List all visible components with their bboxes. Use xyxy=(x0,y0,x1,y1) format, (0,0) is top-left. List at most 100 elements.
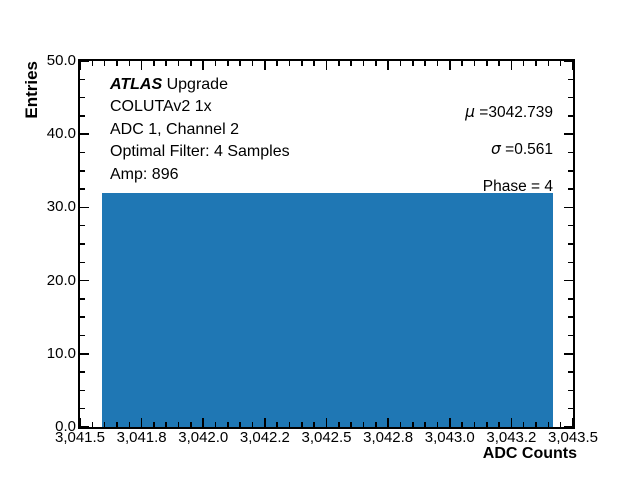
tick-mark xyxy=(153,61,155,66)
y-tick-label: 10.0 xyxy=(46,344,76,362)
tick-mark xyxy=(80,261,85,264)
info-line: Optimal Filter: 4 Samples xyxy=(110,141,290,163)
tick-mark xyxy=(568,188,573,190)
x-tick-label: 3,043.0 xyxy=(424,429,475,446)
tick-mark xyxy=(80,407,85,410)
tick-mark xyxy=(424,422,426,427)
tick-mark xyxy=(350,61,352,66)
tick-mark xyxy=(568,371,573,373)
tick-mark xyxy=(264,418,266,427)
x-tick-label: 3,042.8 xyxy=(363,429,414,446)
tick-mark xyxy=(535,422,537,427)
tick-mark xyxy=(564,353,573,355)
tick-mark xyxy=(411,422,414,427)
tick-mark xyxy=(128,422,131,427)
x-tick-label: 3,042.2 xyxy=(239,429,290,446)
stat-symbol: μ xyxy=(465,103,475,121)
stat-line: μ =3042.739 xyxy=(465,103,553,122)
tick-mark xyxy=(214,422,217,427)
y-axis-title: Entries xyxy=(22,61,41,119)
tick-mark xyxy=(498,61,500,66)
tick-mark xyxy=(190,61,192,66)
x-tick-label: 3,041.8 xyxy=(116,429,167,446)
tick-mark xyxy=(80,115,85,117)
plot-area: ATLAS Upgrade COLUTAv2 1x ADC 1, Channel 2… xyxy=(79,60,574,428)
tick-mark xyxy=(103,422,106,427)
tick-mark xyxy=(325,418,328,427)
tick-mark xyxy=(103,61,106,66)
tick-mark xyxy=(301,422,303,427)
tick-mark xyxy=(251,61,254,66)
tick-mark xyxy=(80,371,85,373)
tick-mark xyxy=(473,61,476,66)
tick-mark xyxy=(116,422,118,427)
tick-mark xyxy=(202,418,205,427)
tick-mark xyxy=(276,422,278,427)
tick-mark xyxy=(165,422,168,427)
tick-mark xyxy=(165,61,168,66)
tick-mark xyxy=(564,133,573,135)
tick-mark xyxy=(461,422,463,427)
tick-mark xyxy=(288,61,291,66)
tick-mark xyxy=(80,206,89,209)
x-tick-label: 3,042.0 xyxy=(178,429,229,446)
info-annotation: ATLAS Upgrade COLUTAv2 1x ADC 1, Channel 2… xyxy=(110,74,290,186)
y-tick-label: 30.0 xyxy=(46,198,76,216)
tick-mark xyxy=(91,61,94,66)
tick-mark xyxy=(140,418,143,427)
tick-mark xyxy=(485,422,488,427)
stat-value: =0.561 xyxy=(500,141,553,158)
tick-mark xyxy=(547,61,550,66)
tick-mark xyxy=(436,422,439,427)
tick-mark xyxy=(338,422,340,427)
tick-mark xyxy=(399,422,402,427)
info-line-text: Optimal Filter: 4 Samples xyxy=(110,143,290,161)
tick-mark xyxy=(140,61,143,70)
tick-mark xyxy=(325,61,328,70)
tick-mark xyxy=(568,261,573,264)
tick-mark xyxy=(80,60,89,62)
tick-mark xyxy=(522,61,525,66)
tick-mark xyxy=(559,422,562,427)
tick-mark xyxy=(564,206,573,209)
tick-mark xyxy=(568,389,573,392)
tick-mark xyxy=(202,61,205,70)
tick-mark xyxy=(350,422,352,427)
tick-mark xyxy=(387,418,389,427)
stat-symbol: σ xyxy=(491,140,501,158)
tick-mark xyxy=(80,316,85,318)
tick-mark xyxy=(80,426,89,428)
y-tick-label: 20.0 xyxy=(46,271,76,289)
tick-mark xyxy=(91,422,94,427)
plot-frame xyxy=(78,59,575,429)
tick-mark xyxy=(80,96,85,99)
x-tick-label: 3,041.5 xyxy=(54,429,106,446)
tick-mark xyxy=(424,61,426,66)
tick-mark xyxy=(568,407,573,410)
tick-mark xyxy=(80,224,85,227)
atlas-label: ATLAS xyxy=(110,76,163,93)
tick-mark xyxy=(116,61,118,66)
tick-mark xyxy=(498,422,500,427)
y-tick-label: 0.0 xyxy=(55,418,76,435)
tick-mark xyxy=(80,298,85,300)
tick-mark xyxy=(251,422,254,427)
tick-mark xyxy=(80,279,89,282)
stat-symbol: Phase xyxy=(482,178,527,195)
tick-mark xyxy=(288,422,291,427)
tick-mark xyxy=(448,61,451,70)
tick-mark xyxy=(564,426,573,428)
tick-mark xyxy=(177,61,180,66)
y-tick-label: 40.0 xyxy=(46,125,76,143)
tick-mark xyxy=(564,60,573,62)
tick-mark xyxy=(80,133,89,135)
x-tick-label: 3,043.5 xyxy=(547,429,599,446)
tick-mark xyxy=(399,61,402,66)
tick-mark xyxy=(473,422,476,427)
tick-mark xyxy=(79,418,81,427)
tick-mark xyxy=(313,61,315,66)
tick-mark xyxy=(362,422,365,427)
tick-mark xyxy=(510,418,513,427)
info-line: Amp: 896 xyxy=(110,164,290,186)
